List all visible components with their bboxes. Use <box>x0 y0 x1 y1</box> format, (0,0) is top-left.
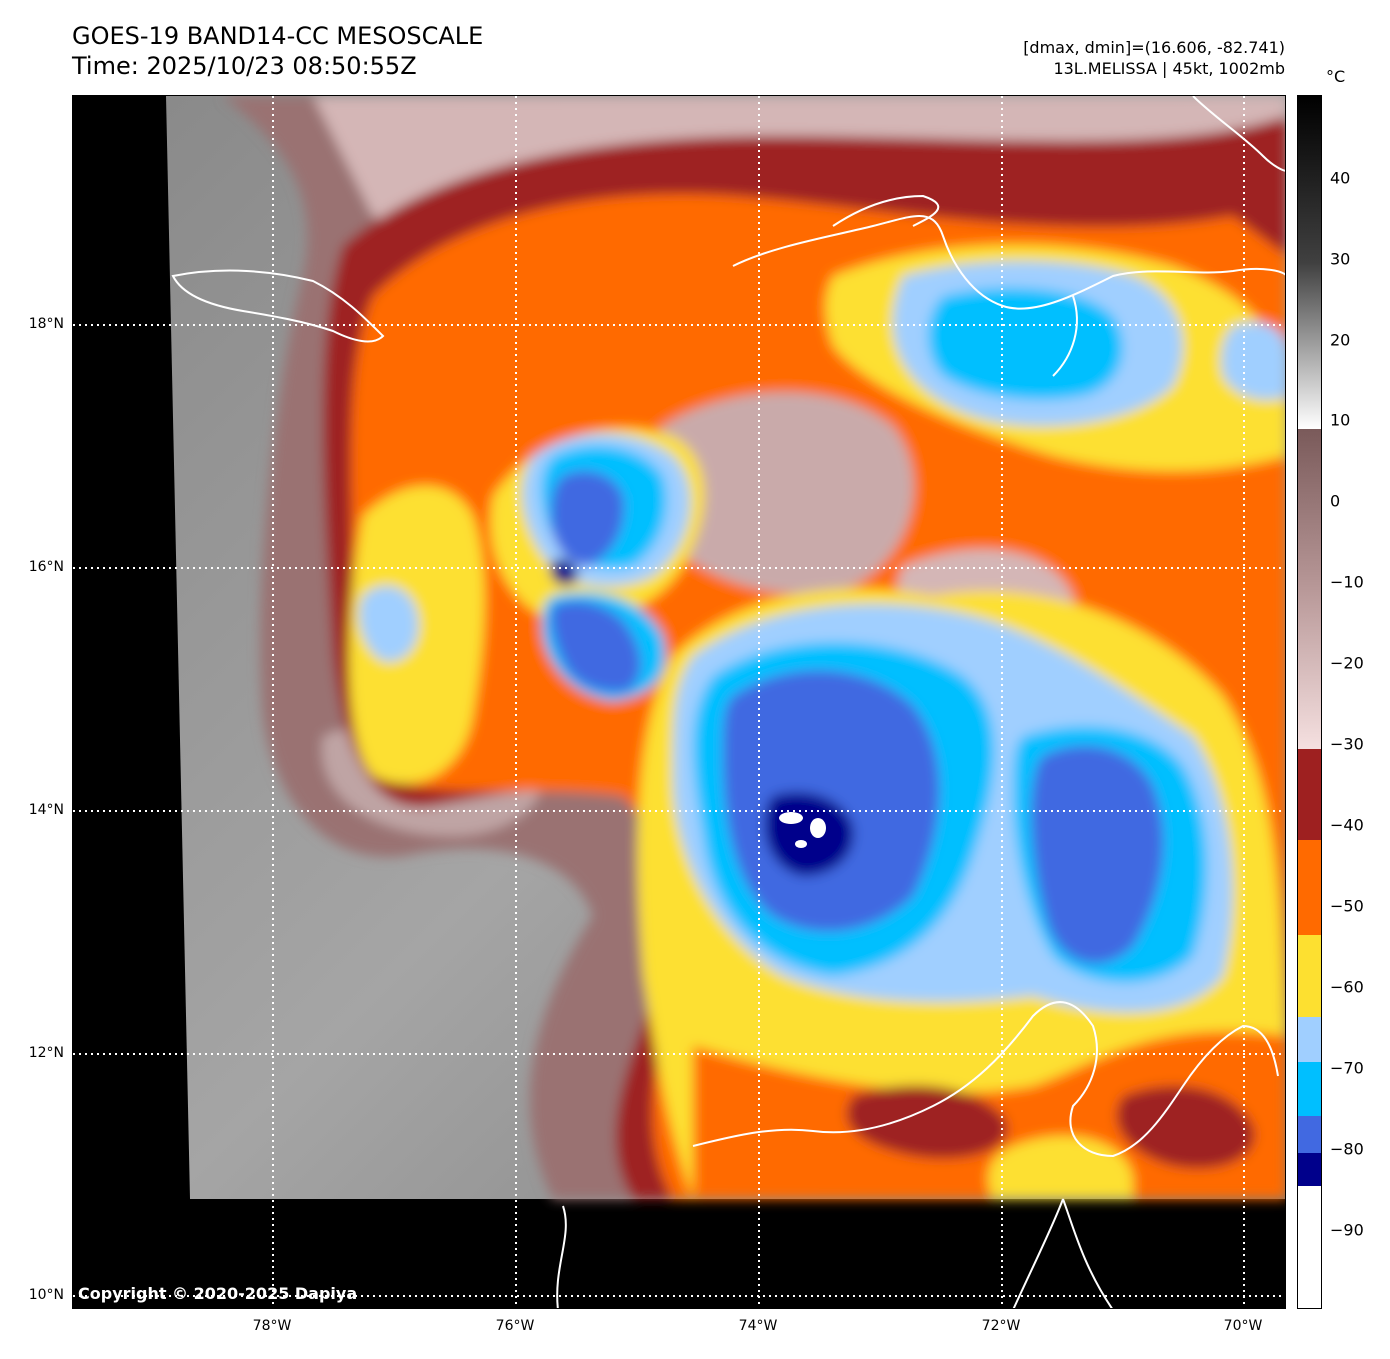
lon-label-70w: 70°W <box>1223 1318 1263 1334</box>
colorbar-tick-minus60: −60 <box>1330 977 1364 997</box>
colorbar <box>1297 95 1322 1309</box>
colorbar-tick-0: 0 <box>1330 491 1341 511</box>
lon-label-72w: 72°W <box>981 1318 1021 1334</box>
coldest-core <box>779 812 803 824</box>
colorbar-gradient <box>1298 96 1321 1308</box>
colorbar-unit: °C <box>1326 67 1346 86</box>
graticule <box>73 96 1285 1308</box>
colorbar-tick-minus20: −20 <box>1330 653 1364 673</box>
colorbar-tick-minus80: −80 <box>1330 1139 1364 1159</box>
storm-info: 13L.MELISSA | 45kt, 1002mb <box>1053 59 1285 78</box>
colorbar-tick-30: 30 <box>1330 249 1351 269</box>
intensity-range: [dmax, dmin]=(16.606, -82.741) <box>1023 38 1285 57</box>
lon-label-76w: 76°W <box>495 1318 535 1334</box>
map-title: GOES-19 BAND14-CC MESOSCALE <box>72 22 484 50</box>
colorbar-tick-20: 20 <box>1330 330 1351 350</box>
coastlines <box>171 96 1285 1308</box>
lat-label-10n: 10°N <box>28 1287 64 1303</box>
lat-label-16n: 16°N <box>28 559 64 575</box>
lat-label-12n: 12°N <box>28 1045 64 1061</box>
colorbar-tick-minus70: −70 <box>1330 1058 1364 1078</box>
lat-label-18n: 18°N <box>28 316 64 332</box>
satellite-image <box>73 96 1285 1308</box>
satellite-map[interactable] <box>72 95 1286 1309</box>
colorbar-tick-minus50: −50 <box>1330 896 1364 916</box>
colorbar-tick-40: 40 <box>1330 168 1351 188</box>
colorbar-tick-minus40: −40 <box>1330 815 1364 835</box>
colorbar-tick-minus10: −10 <box>1330 572 1364 592</box>
lon-label-78w: 78°W <box>252 1318 292 1334</box>
copyright-text: Copyright © 2020-2025 Dapiya <box>78 1284 358 1303</box>
colorbar-tick-10: 10 <box>1330 410 1351 430</box>
colorbar-tick-minus90: −90 <box>1330 1220 1364 1240</box>
colorbar-tick-minus30: −30 <box>1330 734 1364 754</box>
lat-label-14n: 14°N <box>28 802 64 818</box>
map-time: Time: 2025/10/23 08:50:55Z <box>72 52 417 80</box>
lon-label-74w: 74°W <box>738 1318 778 1334</box>
